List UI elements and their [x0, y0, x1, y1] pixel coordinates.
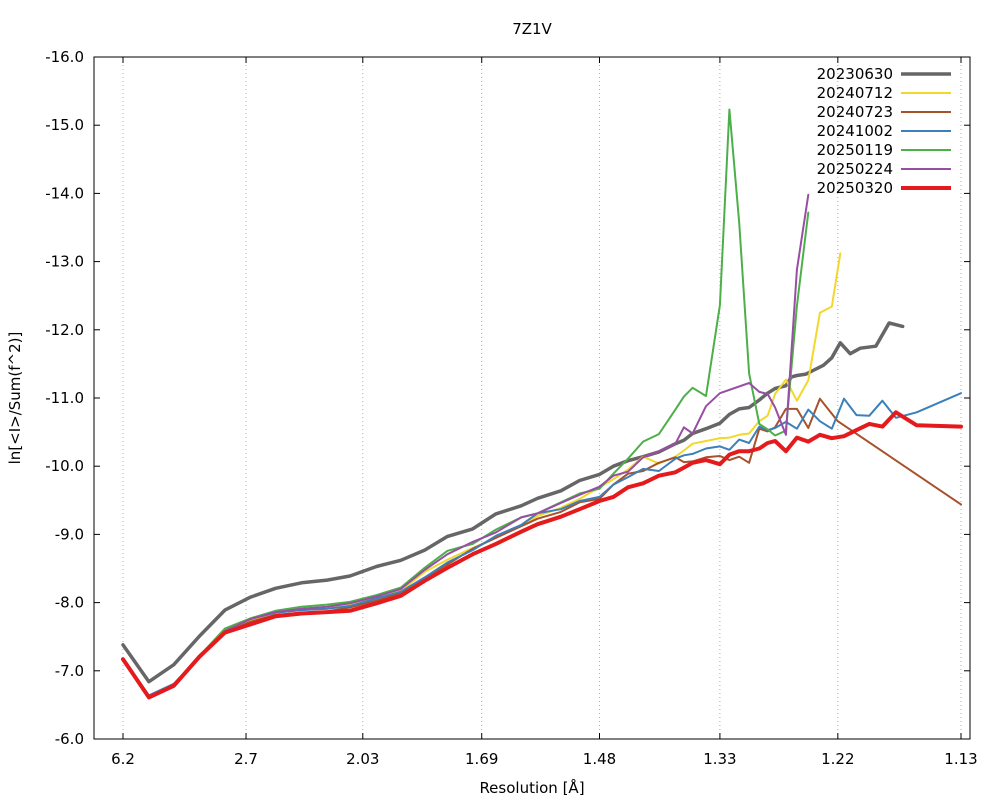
y-axis-ticks: -6.0 -7.0 -8.0 -9.0 -10.0 -11.0 -12.0 -13.0 -14.… — [45, 48, 970, 748]
chart-title: 7Z1V — [512, 20, 552, 38]
series-line-20241002 — [122, 392, 962, 697]
legend: 2023063020240712202407232024100220250119… — [817, 65, 951, 197]
y-tick-label: -13.0 — [45, 253, 84, 271]
legend-label: 20250320 — [817, 179, 893, 197]
legend-label: 20230630 — [817, 65, 893, 83]
series-line-20240723 — [122, 397, 962, 699]
series-line-20250119 — [122, 108, 810, 699]
x-axis-label: Resolution [Å] — [479, 778, 584, 797]
y-tick-label: -15.0 — [45, 116, 84, 134]
y-tick-label: -12.0 — [45, 321, 84, 339]
legend-label: 20240723 — [817, 103, 893, 121]
series-lines — [121, 108, 963, 700]
y-tick-label: -8.0 — [55, 594, 84, 612]
x-tick-label: 1.33 — [703, 750, 736, 768]
series-line-20250320 — [121, 410, 963, 700]
y-tick-label: -16.0 — [45, 48, 84, 66]
legend-label: 20250119 — [817, 141, 893, 159]
legend-label: 20241002 — [817, 122, 893, 140]
series-line-20250224 — [122, 193, 810, 698]
y-tick-label: -10.0 — [45, 457, 84, 475]
y-tick-label: -6.0 — [55, 730, 84, 748]
x-axis-ticks: 6.2 2.7 2.03 1.69 1.48 1.33 1.22 1.13 — [111, 57, 978, 768]
y-tick-label: -11.0 — [45, 389, 84, 407]
x-tick-label: 6.2 — [111, 750, 135, 768]
y-tick-label: -9.0 — [55, 525, 84, 543]
x-tick-label: 1.48 — [583, 750, 616, 768]
legend-label: 20240712 — [817, 84, 893, 102]
x-tick-label: 1.13 — [944, 750, 977, 768]
x-tick-label: 1.22 — [821, 750, 854, 768]
x-tick-label: 1.69 — [465, 750, 498, 768]
y-axis-label: ln[<I>/Sum(f^2)] — [6, 332, 24, 465]
y-tick-label: -7.0 — [55, 662, 84, 680]
y-tick-label: -14.0 — [45, 184, 84, 202]
x-tick-label: 2.7 — [234, 750, 258, 768]
legend-label: 20250224 — [817, 160, 893, 178]
x-tick-label: 2.03 — [346, 750, 379, 768]
